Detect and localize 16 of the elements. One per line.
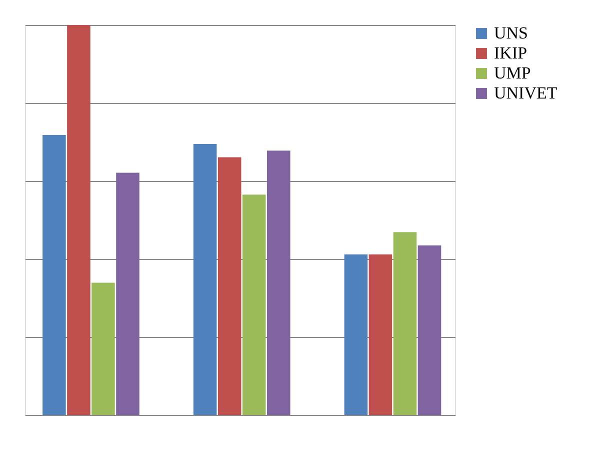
- legend-label: UMP: [494, 64, 531, 82]
- bar: [368, 254, 392, 415]
- legend-label: UNIVET: [494, 84, 558, 102]
- legend-label: IKIP: [494, 44, 528, 62]
- bar: [42, 134, 66, 415]
- legend-label: UNS: [494, 24, 528, 42]
- bar: [67, 25, 90, 415]
- bar: [218, 157, 242, 415]
- bar: [116, 172, 140, 415]
- bar: [418, 245, 442, 415]
- bar: [266, 150, 290, 415]
- bar: [92, 282, 115, 415]
- bar: [393, 232, 417, 415]
- bar: [193, 144, 217, 415]
- bar: [344, 254, 368, 415]
- bar: [242, 194, 266, 415]
